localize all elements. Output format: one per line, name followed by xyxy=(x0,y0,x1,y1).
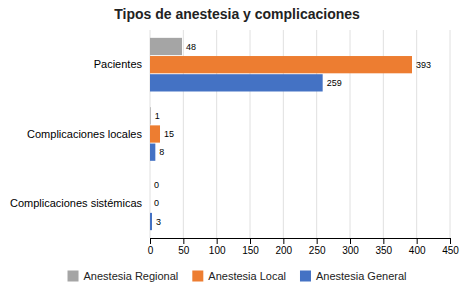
data-labels: 0 1 48 0 15 393 3 8 259 xyxy=(154,42,431,227)
x-tick: 100 xyxy=(209,238,226,256)
x-tick-mark xyxy=(283,238,284,244)
x-tick-label: 250 xyxy=(309,245,326,256)
x-tick-label: 0 xyxy=(148,245,154,256)
x-tick-mark xyxy=(250,238,251,244)
data-label: 259 xyxy=(327,78,342,88)
legend-swatch xyxy=(300,271,311,282)
x-tick: 150 xyxy=(242,238,259,256)
x-tick-label: 300 xyxy=(342,245,359,256)
bars xyxy=(150,38,412,230)
x-tick-mark xyxy=(217,238,218,244)
data-label: 8 xyxy=(159,147,164,157)
y-tick-label: Pacientes xyxy=(94,58,143,70)
grid-line xyxy=(450,30,451,238)
x-tick: 350 xyxy=(375,238,392,256)
legend-label: Anestesia Local xyxy=(208,270,286,282)
x-tick-label: 100 xyxy=(209,245,226,256)
bar xyxy=(150,144,155,161)
data-label: 0 xyxy=(154,180,159,190)
x-tick-mark xyxy=(450,238,451,244)
legend-item: Anestesia General xyxy=(300,270,407,282)
legend-swatch xyxy=(68,271,79,282)
x-axis: 0 50 100 150 200 250 300 350 400 450 xyxy=(148,238,460,256)
bar xyxy=(150,195,151,212)
y-tick: Complicaciones sistémicas xyxy=(10,197,143,209)
x-tick: 200 xyxy=(275,238,292,256)
x-tick: 300 xyxy=(342,238,359,256)
x-tick-mark xyxy=(383,238,384,244)
x-tick-mark xyxy=(150,238,151,244)
y-tick-label: Complicaciones locales xyxy=(27,128,142,140)
data-label: 1 xyxy=(155,111,160,121)
bar xyxy=(150,74,323,91)
x-tick-label: 400 xyxy=(409,245,426,256)
y-tick: Complicaciones locales xyxy=(27,128,142,140)
grid xyxy=(150,30,450,238)
y-tick-label: Complicaciones sistémicas xyxy=(10,197,143,209)
x-tick-label: 450 xyxy=(442,245,459,256)
legend-item: Anestesia Local xyxy=(192,270,286,282)
bar xyxy=(150,107,151,124)
y-axis: Complicaciones sistémicas Complicaciones … xyxy=(10,58,143,209)
x-tick: 50 xyxy=(178,238,190,256)
x-tick-label: 350 xyxy=(375,245,392,256)
x-axis-line xyxy=(151,239,451,245)
legend-item: Anestesia Regional xyxy=(68,270,179,282)
bar xyxy=(150,56,412,73)
chart-svg: Tipos de anestesia y complicaciones05010… xyxy=(0,0,474,290)
x-tick-mark xyxy=(350,238,351,244)
bar xyxy=(150,38,182,55)
series xyxy=(150,74,323,230)
x-tick-mark xyxy=(317,238,318,244)
bar xyxy=(150,125,160,142)
x-tick-label: 200 xyxy=(275,245,292,256)
x-tick: 450 xyxy=(442,238,459,256)
legend-label: Anestesia General xyxy=(316,270,407,282)
x-tick-mark xyxy=(183,238,184,244)
legend-label: Anestesia Regional xyxy=(84,270,179,282)
plot: 050100150200250300350400450Complicacione… xyxy=(10,30,459,256)
series xyxy=(150,56,412,143)
data-label: 48 xyxy=(186,42,196,52)
bar xyxy=(150,177,151,194)
title: Tipos de anestesia y complicaciones xyxy=(114,6,360,22)
data-label: 3 xyxy=(156,217,161,227)
data-label: 393 xyxy=(416,60,431,70)
x-tick-label: 50 xyxy=(178,245,190,256)
x-tick: 0 xyxy=(148,238,154,256)
data-label: 0 xyxy=(154,198,159,208)
x-tick-label: 150 xyxy=(242,245,259,256)
x-tick: 250 xyxy=(309,238,326,256)
y-tick: Pacientes xyxy=(94,58,143,70)
x-tick: 400 xyxy=(409,238,426,256)
chart-container: Tipos de anestesia y complicaciones05010… xyxy=(0,0,474,290)
legend-swatch xyxy=(192,271,203,282)
data-label: 15 xyxy=(164,129,174,139)
bar xyxy=(150,213,152,230)
x-tick-mark xyxy=(417,238,418,244)
legend: Anestesia Regional Anestesia Local Anestes… xyxy=(68,270,407,282)
